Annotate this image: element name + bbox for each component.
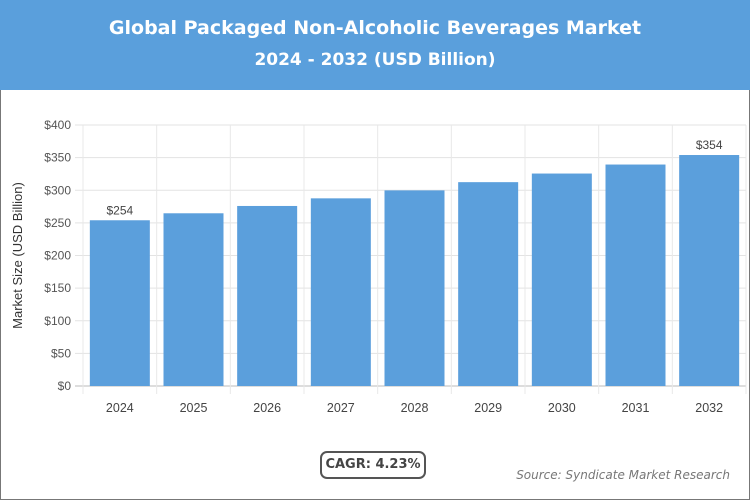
y-tick-label: $250 [44,216,71,230]
y-tick-label: $50 [51,346,71,360]
data-label: $254 [106,203,133,217]
x-tick-label: 2026 [253,401,281,415]
y-tick-label: $0 [58,379,72,393]
bar-2024 [89,220,150,386]
y-tick-label: $200 [44,249,71,263]
bar-2025 [163,213,224,386]
bar-2029 [458,182,519,386]
chart-title: Global Packaged Non-Alcoholic Beverages … [108,17,642,39]
source-note: Source: Syndicate Market Research [516,468,730,482]
y-tick-label: $300 [44,183,71,197]
y-axis-label: Market Size (USD Billion) [10,182,25,329]
bar-2030 [531,173,592,386]
chart-header: Global Packaged Non-Alcoholic Beverages … [0,0,750,90]
x-tick-label: 2028 [401,401,429,415]
x-tick-label: 2024 [106,401,134,415]
bar-2028 [384,190,445,386]
y-tick-label: $350 [44,151,71,165]
bar-2031 [605,164,666,386]
x-tick-label: 2031 [622,401,650,415]
x-tick-label: 2025 [180,401,208,415]
cagr-badge: CAGR: 4.23% [320,451,426,479]
x-tick-label: 2032 [695,401,723,415]
x-tick-label: 2027 [327,401,355,415]
data-label: $354 [696,138,723,152]
y-tick-label: $400 [44,118,71,132]
y-tick-label: $150 [44,281,71,295]
bar-2032 [679,155,740,386]
y-tick-label: $100 [44,314,71,328]
bar-2027 [310,198,371,386]
x-tick-label: 2030 [548,401,576,415]
bar-2026 [237,205,298,386]
chart-subtitle: 2024 - 2032 (USD Billion) [254,50,496,70]
x-tick-label: 2029 [474,401,502,415]
